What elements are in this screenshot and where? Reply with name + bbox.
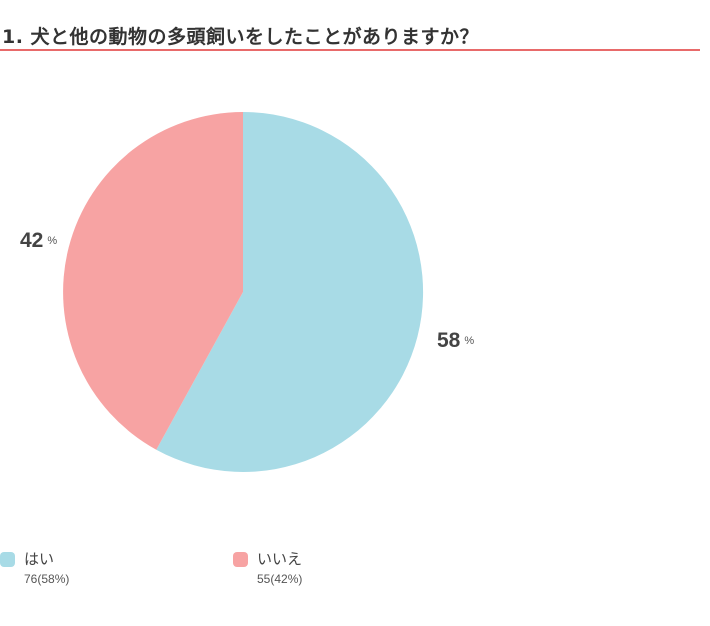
title-underline xyxy=(0,49,700,51)
pie-slice-yes[interactable] xyxy=(156,111,424,472)
question-title: 1. 犬と他の動物の多頭飼いをしたことがありますか？ xyxy=(2,26,480,48)
yes-percent-value: 58 xyxy=(437,329,461,352)
legend-swatch-no xyxy=(233,552,248,567)
legend-count: 76(58%) xyxy=(24,572,70,586)
no-percent-label: 42% xyxy=(20,229,57,253)
legend-label: いいえ xyxy=(257,550,303,568)
no-percent-value: 42 xyxy=(20,229,44,252)
pie-slice-no[interactable] xyxy=(63,112,243,450)
yes-percent-label: 58% xyxy=(437,329,474,353)
percent-symbol: % xyxy=(464,335,475,347)
legend-count: 55(42%) xyxy=(257,572,303,586)
percent-symbol: % xyxy=(47,235,58,247)
legend-swatch-yes xyxy=(0,552,15,567)
legend-label: はい xyxy=(24,550,55,568)
